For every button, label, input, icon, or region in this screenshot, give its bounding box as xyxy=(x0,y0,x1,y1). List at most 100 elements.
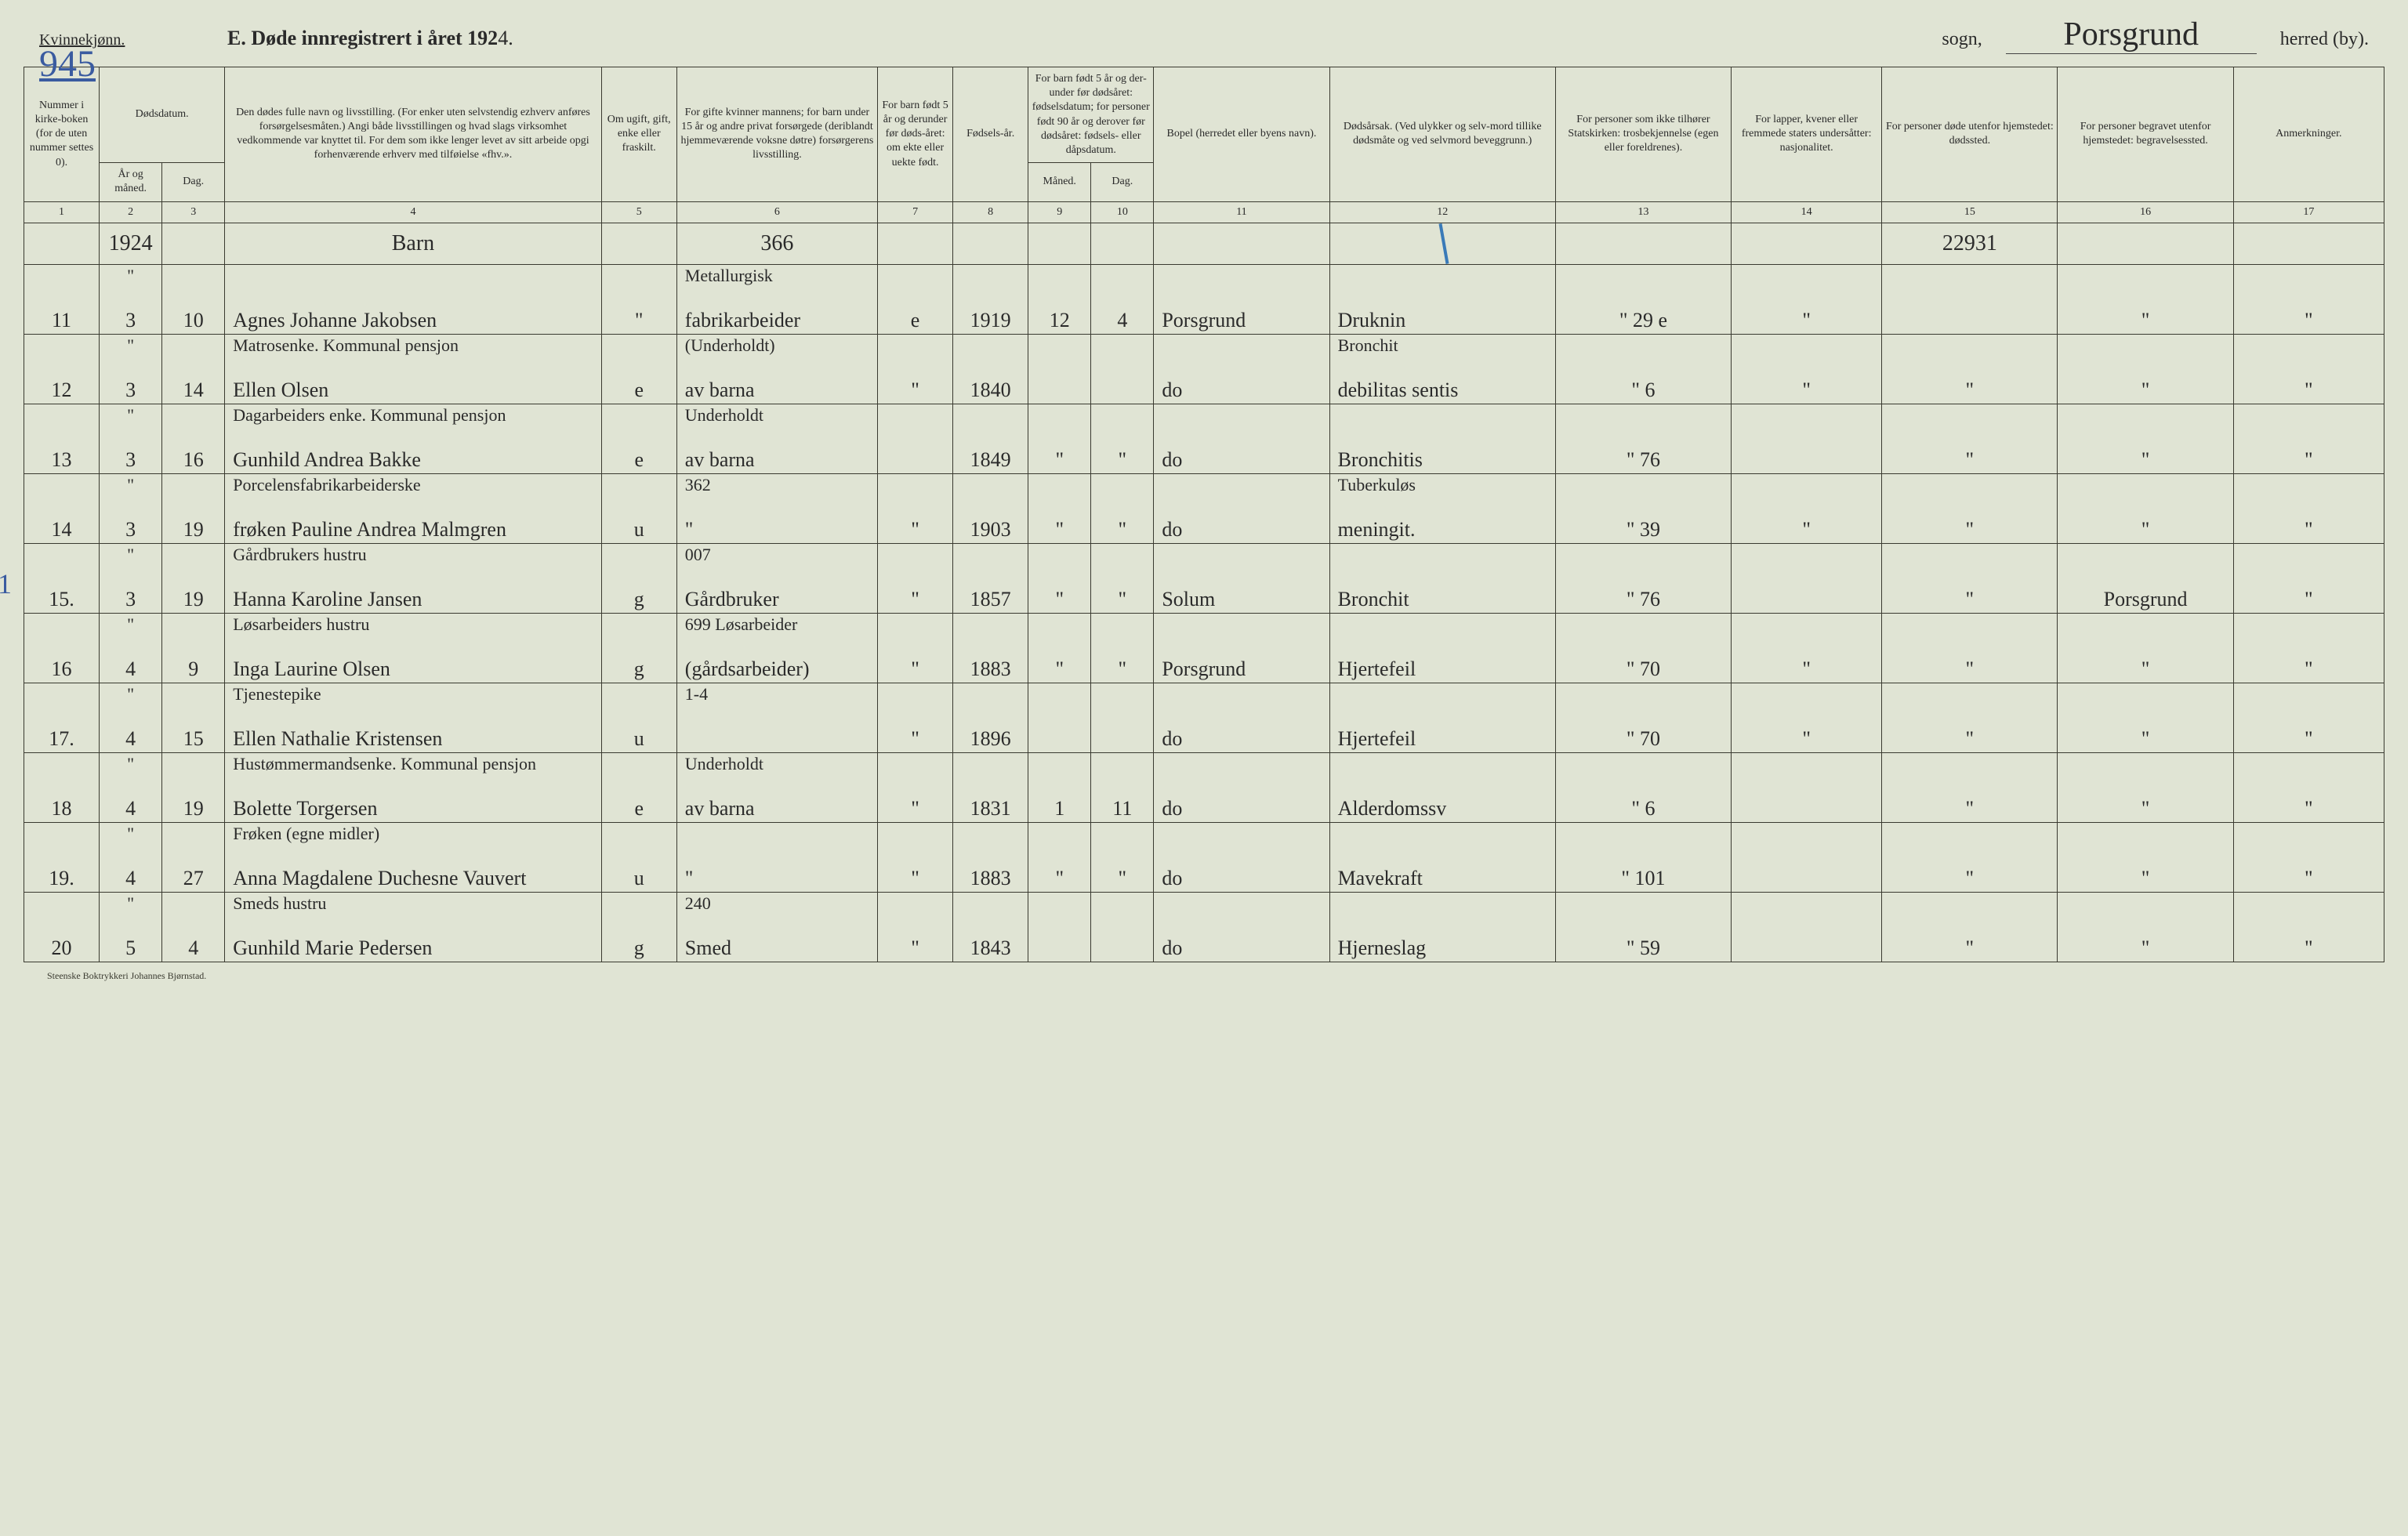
cell-burial-place: Porsgrund xyxy=(2058,543,2233,613)
cell-residence: Porsgrund xyxy=(1154,264,1329,334)
col-header-1: Nummer i kirke-boken (for de uten nummer… xyxy=(24,67,100,202)
cell xyxy=(24,223,100,264)
cell-line-bottom: 1883 xyxy=(961,658,1020,681)
cell-line-top: Matrosenke. Kommunal pensjon xyxy=(233,336,459,355)
cell-legitimacy: e xyxy=(878,264,953,334)
cell-line-bottom: " xyxy=(2065,449,2225,472)
table-row: 16"49Løsarbeiders hustruInga Laurine Ols… xyxy=(24,613,2384,683)
cell-number: 20 xyxy=(24,892,100,962)
cell-line-bottom: do xyxy=(1162,379,1182,402)
cell-line-bottom: e xyxy=(610,798,669,821)
ledger-page: Kvinnekjønn. 945 E. Døde innregistrert i… xyxy=(24,16,2384,982)
cell-occupation: " xyxy=(676,822,877,892)
cell-line-bottom: " xyxy=(1890,379,2049,402)
cell-name: Løsarbeiders hustruInga Laurine Olsen xyxy=(225,613,601,683)
cell-birth-month xyxy=(1028,683,1091,752)
cell-line-top: " xyxy=(107,755,154,773)
cell-nationality xyxy=(1732,822,1882,892)
cell-day: 19 xyxy=(162,543,225,613)
cell-month: "3 xyxy=(100,543,162,613)
cell-birth-month: " xyxy=(1028,543,1091,613)
col-header-2-3-group: Dødsdatum. xyxy=(100,67,225,163)
cell-name: Gårdbrukers hustruHanna Karoline Jansen xyxy=(225,543,601,613)
cell-burial-place: " xyxy=(2058,613,2233,683)
cell-line-top: Løsarbeiders hustru xyxy=(233,615,369,634)
cell-legitimacy xyxy=(878,404,953,473)
cell-line-bottom: " xyxy=(2065,379,2225,402)
cell-line-bottom: " xyxy=(2065,728,2225,751)
cell-line-bottom: " xyxy=(2065,658,2225,681)
cell-legitimacy: " xyxy=(878,613,953,683)
cell-line-bottom: do xyxy=(1162,449,1182,472)
cell-line-bottom: " 76 xyxy=(1564,589,1723,611)
cell-line-bottom: 16 xyxy=(32,658,91,681)
cell-line-bottom: " 29 e xyxy=(1564,310,1723,332)
cell-line-top: " xyxy=(107,406,154,425)
cell xyxy=(1091,223,1154,264)
page-header: Kvinnekjønn. 945 E. Døde innregistrert i… xyxy=(24,16,2384,54)
cell-religion: " 6 xyxy=(1555,334,1731,404)
cell-line-top: Underholdt xyxy=(685,755,763,773)
cell-birth-day: " xyxy=(1091,822,1154,892)
cell-line-bottom: " 70 xyxy=(1564,658,1723,681)
cell-cause: Hjertefeil xyxy=(1329,613,1555,683)
cell-name: Hustømmermandsenke. Kommunal pensjonBole… xyxy=(225,752,601,822)
cell-line-bottom: 5 xyxy=(107,937,154,960)
cell-cause: Hjertefeil xyxy=(1329,683,1555,752)
cell-number: 17. xyxy=(24,683,100,752)
cell-line-top: 240 xyxy=(685,894,711,913)
cell-birth-year: 1896 xyxy=(953,683,1028,752)
cell-line-bottom: Mavekraft xyxy=(1338,868,1423,890)
cell-line-bottom: " 39 xyxy=(1564,519,1723,542)
cell-line-bottom: do xyxy=(1162,728,1182,751)
table-row: 12"314Matrosenke. Kommunal pensjonEllen … xyxy=(24,334,2384,404)
cell-death-place: " xyxy=(1882,822,2058,892)
margin-note: 251 xyxy=(0,567,12,600)
cell-line-bottom: " 6 xyxy=(1564,379,1723,402)
cell-line-bottom: 15. xyxy=(32,589,91,611)
cell-birth-month: " xyxy=(1028,473,1091,543)
cell-day: 19 xyxy=(162,752,225,822)
cell-line-top: " xyxy=(107,685,154,704)
cell-line-bottom: do xyxy=(1162,937,1182,960)
cell-remarks: " xyxy=(2233,752,2384,822)
cell-line-bottom: 4 xyxy=(1099,310,1145,332)
cell-line-bottom: " xyxy=(886,868,945,890)
cell-line-bottom: 10 xyxy=(170,310,216,332)
cell-remarks: " xyxy=(2233,822,2384,892)
cell-status: u xyxy=(601,683,676,752)
cell-line-bottom: av barna xyxy=(685,798,755,821)
cell-line-bottom: " xyxy=(886,379,945,402)
table-row: 14"319Porcelensfabrikarbeiderskefrøken P… xyxy=(24,473,2384,543)
col-num: 5 xyxy=(601,201,676,223)
cell-line-bottom: 12 xyxy=(1036,310,1083,332)
cell-residence: Porsgrund xyxy=(1154,613,1329,683)
cell-line-top: " xyxy=(107,615,154,634)
cell-line-bottom: 1883 xyxy=(961,868,1020,890)
cell-cause: Tuberkuløsmeningit. xyxy=(1329,473,1555,543)
register-table: Nummer i kirke-boken (for de uten nummer… xyxy=(24,67,2384,962)
cell-line-top: Metallurgisk xyxy=(685,266,773,285)
cell-line-bottom: g xyxy=(610,658,669,681)
cell-name-top: Barn xyxy=(225,223,601,264)
cell-nationality: " xyxy=(1732,334,1882,404)
cell-line-bottom: Agnes Johanne Jakobsen xyxy=(233,310,437,332)
cell-line-bottom: " xyxy=(1890,658,2049,681)
cell-month: "4 xyxy=(100,683,162,752)
cell-line-bottom: 4 xyxy=(107,658,154,681)
cell-line-bottom: " xyxy=(1739,379,1873,402)
cell-occupation: 240Smed xyxy=(676,892,877,962)
cell-month: "4 xyxy=(100,752,162,822)
cell-nationality xyxy=(1732,404,1882,473)
table-row: 15.251"319Gårdbrukers hustruHanna Karoli… xyxy=(24,543,2384,613)
cell-line-bottom: " xyxy=(2065,519,2225,542)
col-header-15: For personer døde utenfor hjemstedet: dø… xyxy=(1882,67,2058,202)
cell-burial-place: " xyxy=(2058,822,2233,892)
cell-line-top: Tjenestepike xyxy=(233,685,321,704)
cell xyxy=(1555,223,1731,264)
cell-burial-place: " xyxy=(2058,752,2233,822)
cell-birth-day: 4 xyxy=(1091,264,1154,334)
cell-line-bottom: e xyxy=(610,449,669,472)
cell-occupation: Underholdtav barna xyxy=(676,404,877,473)
cell-line-bottom: " xyxy=(1036,868,1083,890)
